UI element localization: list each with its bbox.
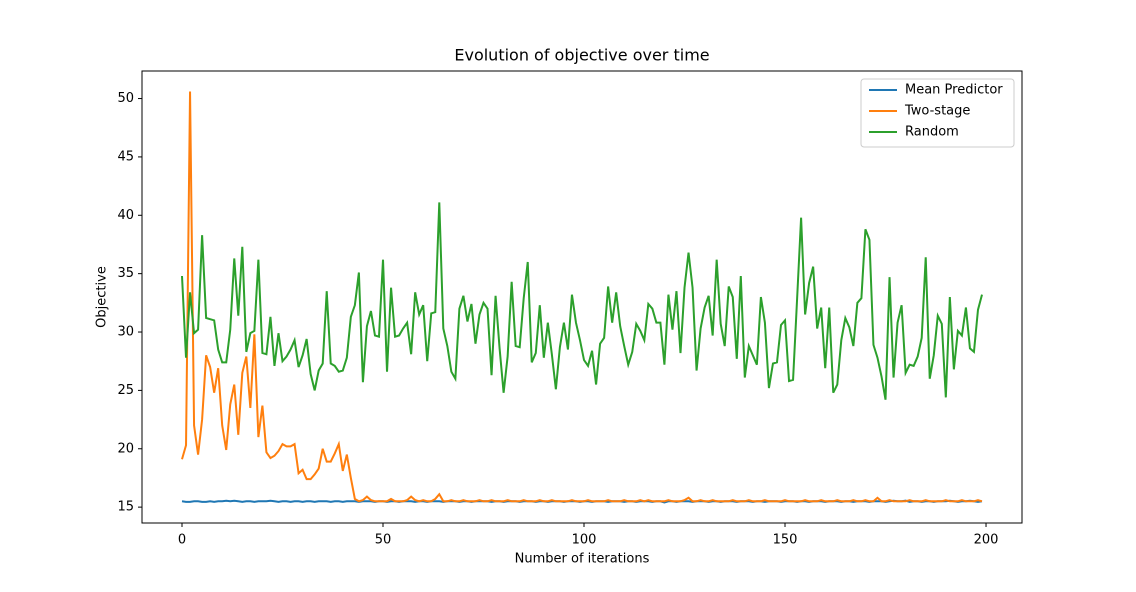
y-axis-label: Objective	[95, 266, 110, 328]
y-tick-label: 25	[117, 383, 134, 398]
x-tick-label: 200	[974, 533, 999, 548]
y-tick-label: 30	[117, 325, 134, 340]
legend-label: Mean Predictor	[905, 83, 1003, 98]
legend-label: Random	[905, 125, 959, 140]
data-line	[181, 91, 983, 503]
legend-box	[860, 78, 1015, 148]
y-tick-label: 50	[117, 91, 134, 106]
chart-title: Evolution of objective over time	[454, 46, 709, 65]
x-tick-label: 150	[773, 533, 798, 548]
y-tick-label: 15	[117, 500, 134, 515]
y-tick-label: 40	[117, 208, 134, 223]
plot-frame	[141, 70, 1023, 524]
x-axis-label: Number of iterations	[515, 552, 650, 567]
data-line	[181, 202, 983, 400]
x-tick-label: 50	[375, 533, 392, 548]
y-tick-label: 45	[117, 149, 134, 164]
y-tick-label: 35	[117, 266, 134, 281]
x-tick-label: 100	[572, 533, 597, 548]
x-tick-label: 0	[178, 533, 186, 548]
legend-label: Two-stage	[904, 104, 970, 119]
y-tick-label: 20	[117, 441, 134, 456]
